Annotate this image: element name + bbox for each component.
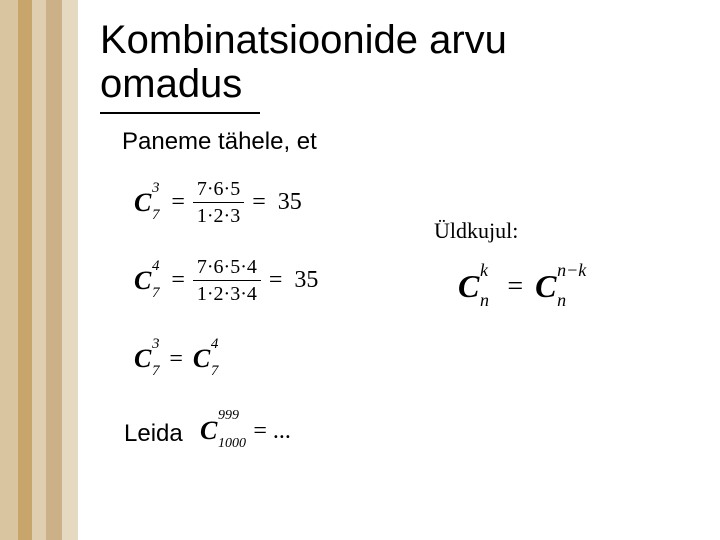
equals-sign: = xyxy=(169,346,183,373)
fraction: 7·6·5 1·2·3 xyxy=(193,178,244,227)
formula-equality: C 3 7 = C 4 7 xyxy=(134,344,210,374)
comb-symbol: C 3 7 xyxy=(134,188,151,218)
equals-sign: = xyxy=(252,189,266,216)
stripe-2 xyxy=(18,0,32,540)
equals-sign: = xyxy=(507,271,523,303)
formula-c74: C 4 7 = 7·6·5·4 1·2·3·4 = 35 xyxy=(134,256,318,305)
subtitle-text: Paneme tähele, et xyxy=(122,128,317,156)
slide-title: Kombinatsioonide arvu omadus xyxy=(100,18,507,106)
stripe-5 xyxy=(62,0,78,540)
fraction: 7·6·5·4 1·2·3·4 xyxy=(193,256,261,305)
title-line-2: omadus xyxy=(100,62,242,106)
formula-general: C k n = C n−k n xyxy=(458,268,556,305)
comb-symbol: C 4 7 xyxy=(134,266,151,296)
decorative-sidebar xyxy=(0,0,78,540)
formula-c73: C 3 7 = 7·6·5 1·2·3 = 35 xyxy=(134,178,302,227)
equals-sign: = xyxy=(269,267,283,294)
exercise-formula: C 999 1000 = ... xyxy=(200,416,297,446)
equals-sign: = xyxy=(171,189,185,216)
comb-general-left: C k n xyxy=(458,268,479,305)
title-line-1: Kombinatsioonide arvu xyxy=(100,18,507,62)
comb-exercise: C 999 1000 xyxy=(200,416,217,446)
slide-content: Kombinatsioonide arvu omadus Paneme tähe… xyxy=(78,0,720,540)
exercise-tail: = ... xyxy=(253,418,291,445)
result-value: 35 xyxy=(278,189,302,216)
exercise-label: Leida xyxy=(124,420,183,448)
result-value: 35 xyxy=(294,267,318,294)
equals-sign: = xyxy=(171,267,185,294)
stripe-4 xyxy=(46,0,62,540)
general-label: Üldkujul: xyxy=(434,218,518,244)
comb-right: C 4 7 xyxy=(193,344,210,374)
title-underline xyxy=(100,112,260,114)
comb-general-right: C n−k n xyxy=(535,268,556,305)
comb-left: C 3 7 xyxy=(134,344,151,374)
stripe-1 xyxy=(0,0,18,540)
stripe-3 xyxy=(32,0,46,540)
